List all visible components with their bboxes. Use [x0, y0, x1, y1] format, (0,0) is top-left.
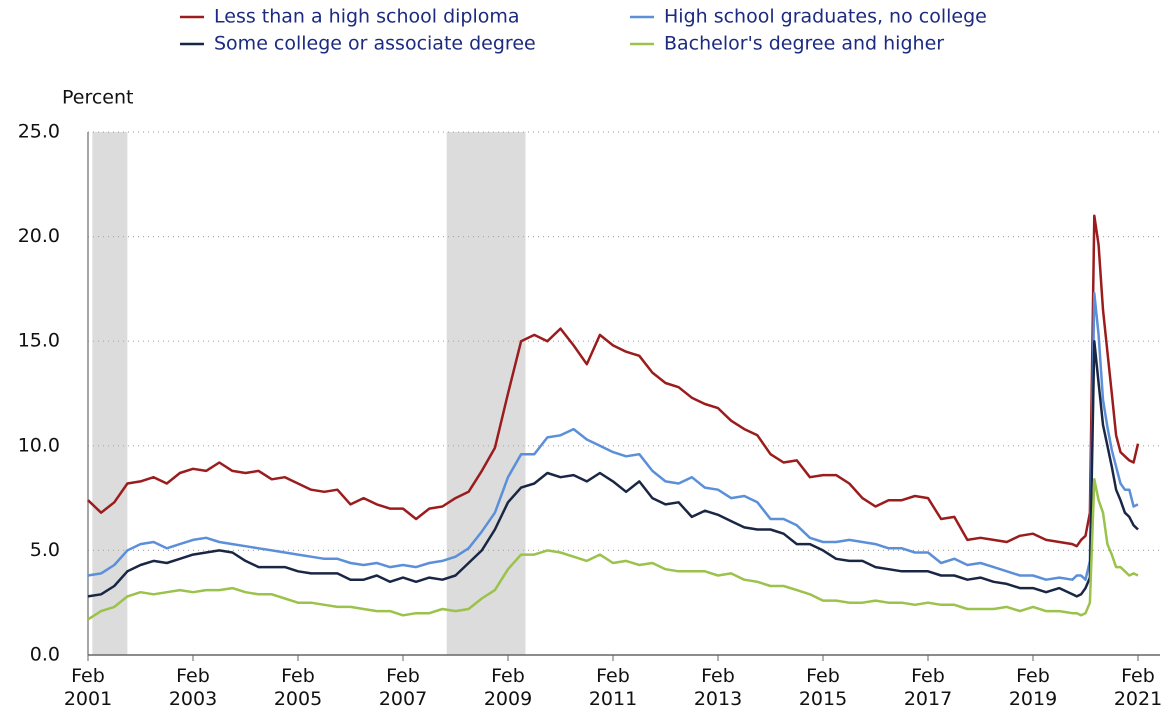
- x-tick-label: Feb 2021: [1113, 665, 1163, 710]
- x-tick-label: Feb 2017: [903, 665, 953, 710]
- x-tick-label: Feb 2001: [63, 665, 113, 710]
- legend-label: Less than a high school diploma: [214, 6, 520, 28]
- y-tick-label: 0.0: [30, 644, 60, 666]
- y-tick-label: 20.0: [18, 225, 60, 247]
- y-tick-label: 10.0: [18, 434, 60, 456]
- legend-label: High school graduates, no college: [664, 6, 987, 28]
- series-line: [87, 291, 1139, 581]
- y-tick-label: 15.0: [18, 330, 60, 352]
- x-tick-label: Feb 2009: [483, 665, 533, 710]
- series-line: [87, 478, 1139, 621]
- series-line: [87, 214, 1140, 548]
- series-line: [87, 339, 1139, 598]
- x-tick-label: Feb 2019: [1008, 665, 1058, 710]
- x-tick-label: Feb 2011: [588, 665, 638, 710]
- y-axis-label: Percent: [62, 87, 134, 109]
- legend-label: Bachelor's degree and higher: [664, 33, 944, 55]
- recession-band: [446, 132, 526, 655]
- x-tick-label: Feb 2007: [378, 665, 428, 710]
- x-tick-label: Feb 2013: [693, 665, 743, 710]
- x-tick-label: Feb 2015: [798, 665, 848, 710]
- x-tick-label: Feb 2003: [168, 665, 218, 710]
- x-tick-label: Feb 2005: [273, 665, 323, 710]
- legend-label: Some college or associate degree: [214, 33, 536, 55]
- y-tick-label: 25.0: [18, 121, 60, 143]
- y-tick-label: 5.0: [30, 539, 60, 561]
